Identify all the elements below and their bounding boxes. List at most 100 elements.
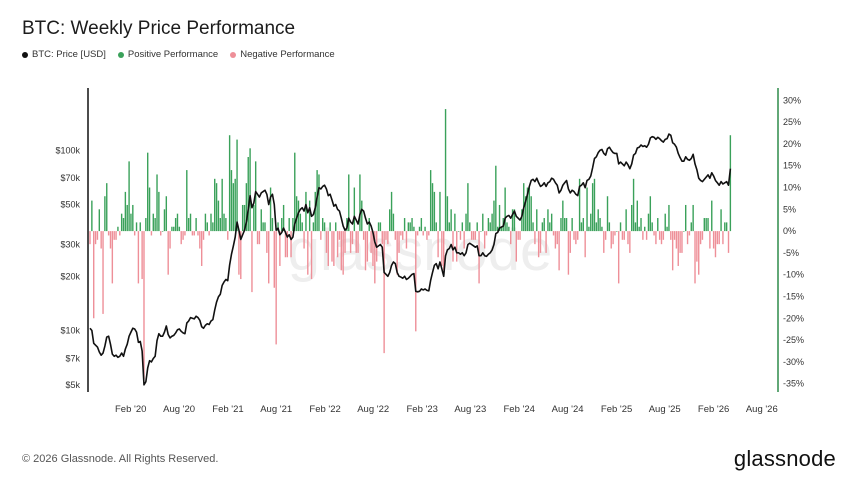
negative-bar: [545, 231, 547, 253]
x-tick-label: Feb '20: [115, 404, 146, 415]
positive-bar: [703, 218, 706, 232]
positive-bar: [135, 222, 138, 232]
negative-bar: [452, 231, 454, 262]
negative-bar: [182, 231, 184, 240]
positive-bar: [262, 222, 264, 232]
positive-bar: [528, 187, 531, 232]
positive-bar: [532, 222, 534, 232]
positive-bar: [288, 218, 290, 232]
positive-bar: [429, 170, 432, 232]
negative-bar: [137, 231, 140, 284]
positive-bar: [377, 222, 380, 232]
left-tick-label: $100k: [55, 145, 80, 155]
positive-bar: [407, 222, 410, 232]
negative-bar: [675, 231, 678, 249]
negative-bar: [621, 231, 624, 240]
positive-bar: [500, 226, 503, 232]
positive-bar: [390, 191, 393, 232]
negative-bar: [180, 231, 182, 245]
positive-bar: [368, 218, 370, 232]
negative-bar: [416, 231, 419, 236]
positive-bar: [210, 213, 212, 232]
positive-bar: [591, 183, 594, 232]
positive-bar: [683, 231, 685, 232]
negative-bar: [342, 231, 344, 275]
negative-bar: [381, 231, 383, 245]
positive-bar: [465, 213, 467, 232]
negative-bar: [478, 231, 480, 284]
left-tick-label: $5k: [65, 380, 80, 390]
positive-bar: [234, 178, 236, 232]
positive-bar: [496, 226, 499, 232]
positive-bar: [403, 218, 406, 232]
positive-bar: [549, 222, 551, 232]
positive-bar: [295, 196, 298, 232]
positive-bar: [269, 187, 272, 232]
legend-dot-price: [22, 51, 28, 58]
positive-bar: [560, 218, 562, 232]
negative-bar: [485, 231, 488, 236]
negative-bar: [333, 231, 335, 266]
right-tick-label: -35%: [783, 379, 804, 389]
negative-bar: [584, 231, 586, 258]
legend-dot-positive: [117, 51, 124, 58]
positive-bar: [634, 222, 637, 232]
positive-bar: [647, 213, 650, 232]
negative-bar: [394, 231, 396, 240]
legend-item-positive[interactable]: Positive Performance: [117, 49, 218, 60]
legend-item-negative[interactable]: Negative Performance: [230, 49, 335, 60]
positive-bar: [467, 183, 469, 232]
positive-bar: [314, 191, 316, 232]
negative-bar: [366, 231, 369, 262]
negative-bar: [671, 231, 674, 271]
positive-bar: [281, 218, 283, 232]
positive-bar: [433, 191, 436, 232]
negative-bar: [623, 231, 625, 240]
positive-bar: [461, 222, 464, 232]
negative-bar: [340, 231, 343, 271]
positive-bar: [705, 218, 707, 232]
positive-bar: [491, 213, 493, 232]
positive-bar: [524, 196, 527, 232]
negative-bar: [303, 231, 305, 249]
x-tick-label: Feb '24: [504, 404, 535, 415]
negative-bar: [160, 231, 162, 236]
negative-bar: [426, 231, 428, 240]
positive-bar: [476, 222, 478, 232]
negative-bar: [169, 231, 171, 249]
left-tick-label: $20k: [60, 271, 80, 281]
positive-bar: [163, 209, 166, 232]
positive-bar: [668, 204, 670, 232]
positive-bar: [277, 222, 279, 232]
positive-bar: [580, 222, 583, 232]
positive-bar: [230, 170, 233, 232]
negative-bar: [660, 231, 663, 245]
positive-bar: [132, 204, 134, 232]
negative-bar: [714, 231, 717, 258]
positive-bar: [586, 187, 588, 232]
glassnode-logo[interactable]: glassnode: [733, 446, 836, 471]
negative-bar: [534, 231, 536, 245]
negative-bar: [286, 231, 289, 258]
positive-bar: [145, 218, 147, 232]
positive-bar: [582, 218, 585, 232]
positive-bar: [271, 218, 274, 232]
price-line: [89, 133, 732, 386]
positive-bar: [176, 213, 179, 232]
positive-bar: [431, 183, 434, 232]
legend-label-negative: Negative Performance: [240, 49, 335, 60]
positive-bar: [711, 200, 713, 232]
positive-bar: [450, 209, 452, 232]
positive-bar: [241, 204, 244, 232]
negative-bar: [191, 231, 194, 236]
positive-bar: [219, 218, 222, 232]
negative-bar: [327, 231, 329, 266]
legend-item-price[interactable]: BTC: Price [USD]: [22, 49, 106, 60]
positive-bar: [424, 226, 426, 232]
negative-bar: [251, 231, 253, 293]
right-tick-label: 15%: [783, 161, 801, 171]
negative-bar: [653, 231, 655, 236]
negative-bar: [569, 231, 571, 253]
negative-bar: [400, 231, 402, 236]
